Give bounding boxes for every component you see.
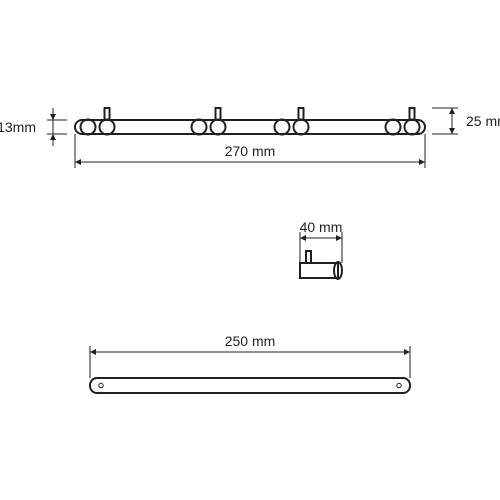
hook-base <box>386 120 401 135</box>
mounting-hole <box>397 383 401 387</box>
mounting-hole <box>99 383 103 387</box>
hook-knob <box>100 120 115 135</box>
side-peg <box>306 251 311 263</box>
hook-knob <box>294 120 309 135</box>
dim-label-13mm: 13mm <box>0 119 36 135</box>
hook-base <box>192 120 207 135</box>
top-view: 13mm 25 mm 270 mm <box>0 108 500 168</box>
dim-label-25mm: 25 mm <box>466 113 500 129</box>
hook-base <box>81 120 96 135</box>
hook-peg <box>299 108 304 120</box>
hook-knob <box>211 120 226 135</box>
side-body <box>300 263 338 278</box>
mounting-bar-view: 250 mm <box>90 333 410 393</box>
dim-label-40mm: 40 mm <box>300 219 343 235</box>
hook-rail-bar <box>75 120 425 134</box>
hook-peg <box>216 108 221 120</box>
hook-peg <box>410 108 415 120</box>
dim-label-250mm: 250 mm <box>225 333 276 349</box>
technical-drawing: 13mm 25 mm 270 mm 40 mm 250 mm <box>0 0 500 500</box>
side-view: 40 mm <box>300 219 343 279</box>
hook-base <box>275 120 290 135</box>
dim-label-270mm: 270 mm <box>225 143 276 159</box>
hook-knob <box>405 120 420 135</box>
mounting-bar <box>90 378 410 393</box>
hook-peg <box>105 108 110 120</box>
